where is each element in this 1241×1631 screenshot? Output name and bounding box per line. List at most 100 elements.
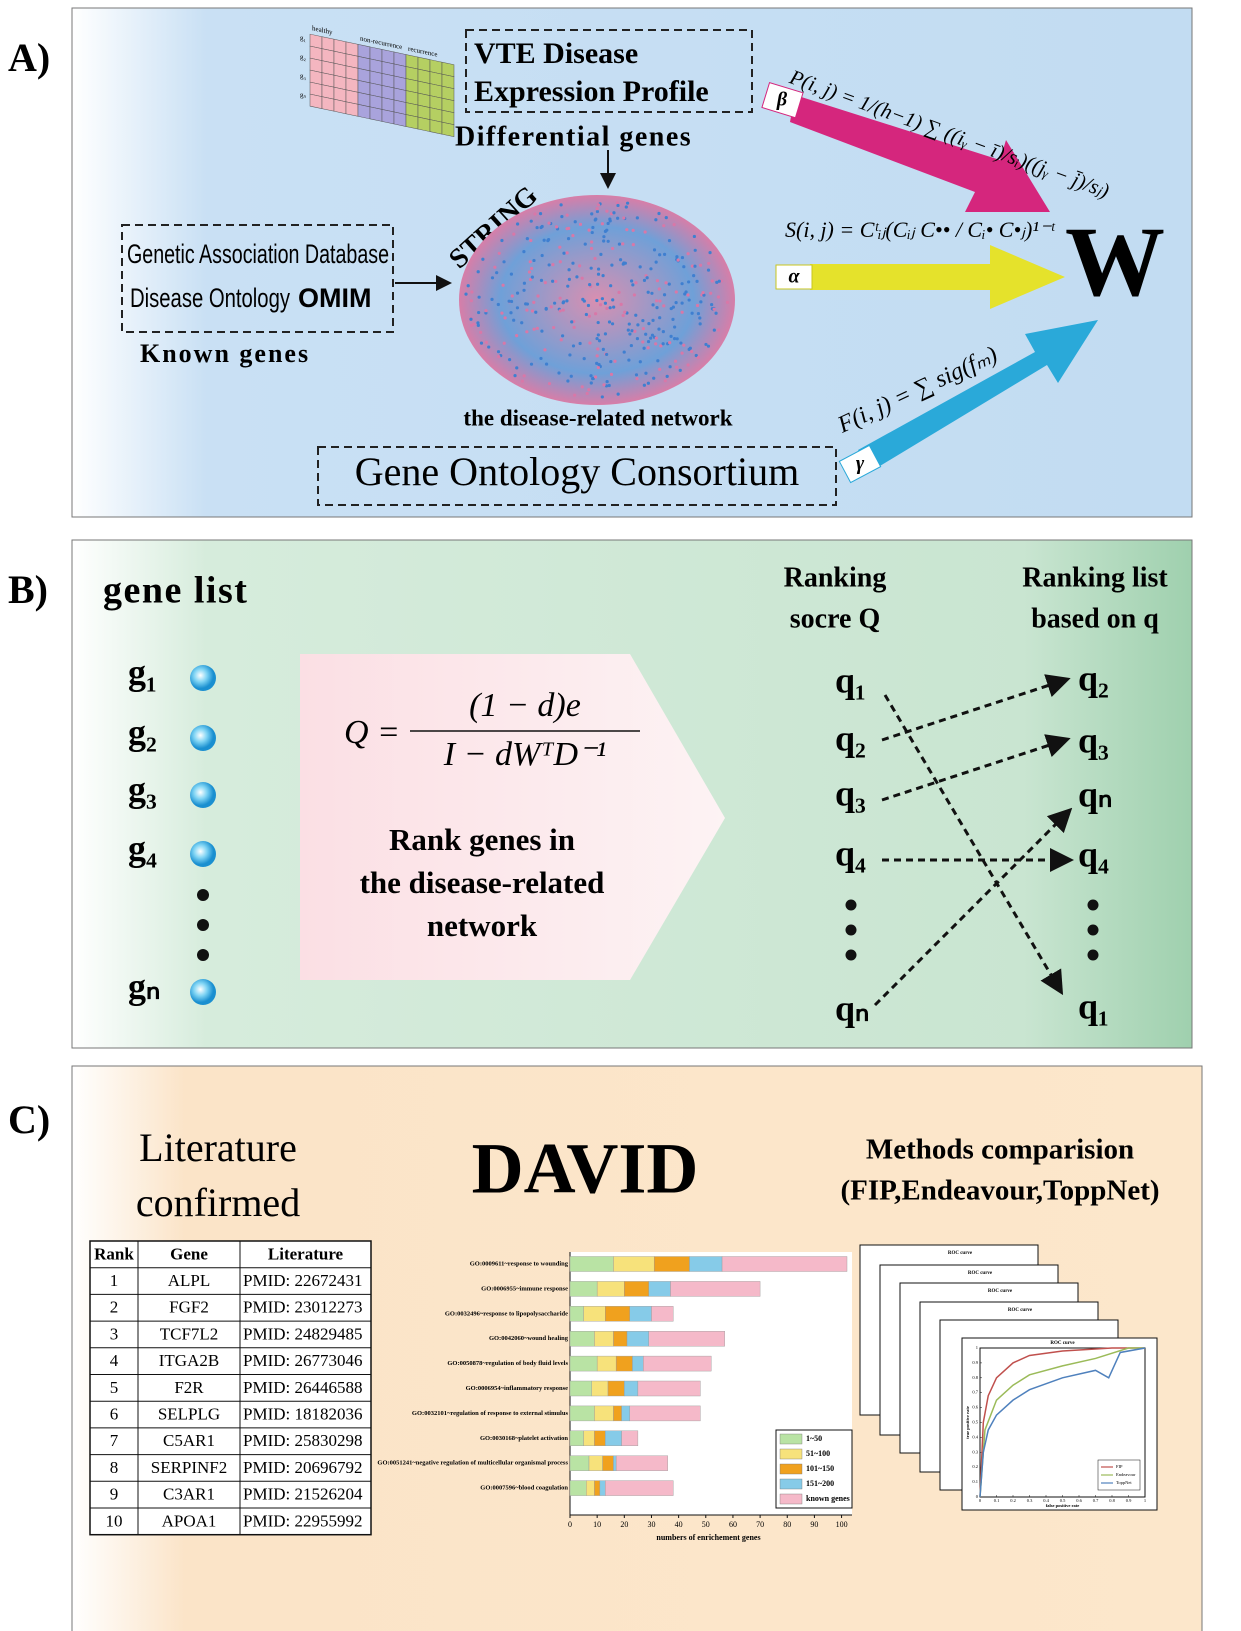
heat-cell bbox=[345, 101, 359, 117]
node bbox=[687, 347, 691, 352]
node bbox=[630, 329, 634, 333]
node bbox=[616, 392, 620, 396]
bar-segment bbox=[569, 1480, 587, 1496]
node bbox=[634, 373, 639, 377]
dashed-box bbox=[317, 446, 837, 506]
node bbox=[496, 302, 500, 307]
node bbox=[687, 298, 691, 302]
node bbox=[647, 322, 651, 326]
node bbox=[566, 379, 570, 383]
node bbox=[643, 230, 647, 234]
y-tick-label: GO:0009611~response to wounding bbox=[470, 1260, 569, 1267]
node bbox=[572, 325, 576, 329]
ellipsis-dot bbox=[845, 899, 857, 911]
node bbox=[674, 290, 678, 294]
node bbox=[529, 266, 534, 271]
node bbox=[717, 279, 721, 283]
node bbox=[595, 298, 599, 303]
table-cell: 8 bbox=[110, 1458, 119, 1477]
node bbox=[582, 299, 586, 303]
arrow bbox=[881, 674, 1071, 742]
node bbox=[686, 293, 690, 297]
node bbox=[658, 299, 662, 303]
legend-label: FIP bbox=[1116, 1464, 1123, 1469]
node bbox=[682, 265, 686, 269]
node bbox=[695, 279, 699, 283]
label: Literature bbox=[139, 1125, 297, 1170]
node bbox=[623, 310, 627, 314]
node bbox=[515, 334, 519, 338]
bar-segment bbox=[594, 1430, 606, 1447]
dashed-box bbox=[121, 224, 394, 333]
node bbox=[682, 343, 686, 347]
node bbox=[664, 216, 668, 220]
node bbox=[675, 337, 679, 341]
node bbox=[714, 311, 718, 315]
ellipsis-dot bbox=[1087, 899, 1099, 911]
y-tick-label: 1 bbox=[976, 1345, 978, 1350]
table-cell: 5 bbox=[110, 1378, 119, 1397]
bar-segment bbox=[569, 1281, 598, 1297]
node bbox=[554, 225, 559, 229]
node bbox=[596, 272, 601, 276]
node bbox=[699, 300, 703, 304]
heat-cell bbox=[309, 93, 323, 109]
bar-segment bbox=[586, 1480, 595, 1496]
node bbox=[642, 383, 646, 387]
node bbox=[662, 293, 667, 297]
node bbox=[603, 229, 608, 233]
q-label: qₙ bbox=[1078, 774, 1112, 814]
node bbox=[538, 211, 543, 216]
node bbox=[625, 201, 630, 205]
node bbox=[593, 375, 598, 379]
bar-segment bbox=[591, 1380, 609, 1397]
node bbox=[479, 330, 483, 334]
node bbox=[698, 316, 702, 320]
weight-box bbox=[838, 444, 882, 484]
q-label: q₃ bbox=[1078, 720, 1109, 760]
node bbox=[610, 246, 615, 251]
gene-node bbox=[190, 725, 216, 751]
q-label: q₁ bbox=[835, 660, 866, 700]
node bbox=[512, 318, 516, 322]
y-tick-label: 0.8 bbox=[972, 1375, 978, 1380]
node bbox=[507, 299, 511, 303]
x-tick-label: 10 bbox=[593, 1520, 601, 1529]
bar-segment bbox=[596, 1355, 617, 1372]
node bbox=[551, 262, 555, 267]
x-tick-label: 0.1 bbox=[994, 1498, 1000, 1503]
table-cell: PMID: 22955992 bbox=[243, 1511, 362, 1530]
bar-segment bbox=[602, 1455, 614, 1471]
bar-segment bbox=[596, 1281, 625, 1297]
table-cell: 1 bbox=[110, 1271, 119, 1290]
node bbox=[524, 302, 528, 306]
node bbox=[500, 238, 504, 243]
q-label: q₂ bbox=[835, 718, 866, 758]
node bbox=[588, 341, 592, 345]
node bbox=[675, 255, 679, 259]
node bbox=[532, 258, 536, 263]
table-cell: 4 bbox=[110, 1351, 119, 1370]
y-tick-label: 0.2 bbox=[972, 1464, 978, 1469]
node bbox=[588, 283, 592, 287]
node bbox=[606, 239, 610, 243]
ellipsis-dot bbox=[197, 889, 209, 901]
y-tick-label: GO:0051241~negative regulation of multic… bbox=[377, 1460, 568, 1467]
node bbox=[704, 342, 708, 347]
roc-line bbox=[979, 1347, 1145, 1498]
node bbox=[502, 260, 506, 264]
node bbox=[525, 330, 529, 334]
table-cell: ITGA2B bbox=[159, 1351, 219, 1370]
node bbox=[680, 301, 684, 305]
arrow bbox=[883, 694, 1064, 996]
node bbox=[501, 283, 505, 287]
node bbox=[500, 311, 504, 315]
y-tick-label: 0.7 bbox=[972, 1390, 978, 1395]
node bbox=[596, 203, 601, 207]
table-cell: Gene bbox=[170, 1244, 208, 1263]
node bbox=[536, 294, 540, 298]
node bbox=[657, 327, 661, 331]
bar-segment bbox=[607, 1380, 625, 1397]
node bbox=[573, 393, 577, 397]
node bbox=[692, 234, 696, 239]
